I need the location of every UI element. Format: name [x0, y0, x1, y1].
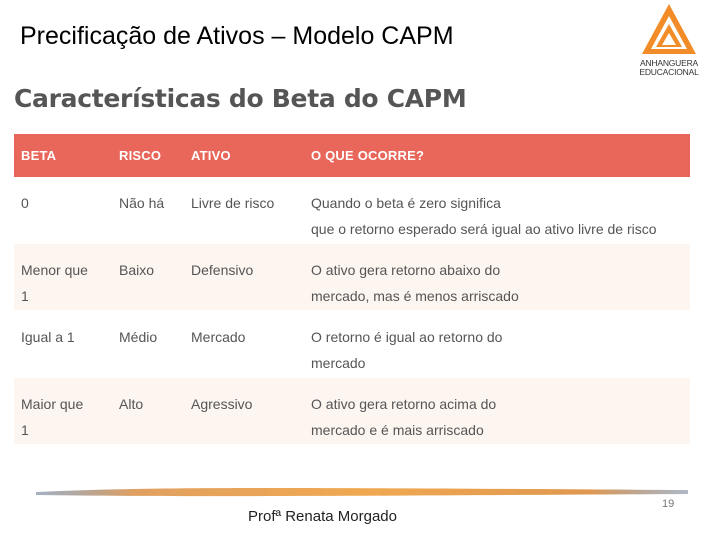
cell-ocorre-line: O retorno é igual ao retorno do	[311, 329, 503, 345]
cell-ocorre-line: mercado, mas é menos arriscado	[311, 288, 519, 304]
cell-beta-line: 1	[21, 422, 29, 438]
page-number: 19	[662, 498, 675, 510]
cell-beta-line: Igual a 1	[21, 329, 75, 345]
cell-risco: Alto	[119, 396, 144, 412]
cell-risco: Não há	[119, 195, 165, 211]
cell-ocorre: O retorno é igual ao retorno do mercado	[304, 311, 690, 377]
cell-ocorre-line: que o retorno esperado será igual ao ati…	[311, 221, 657, 237]
table-header-row: BETA RISCO ATIVO O QUE OCORRE?	[14, 134, 690, 177]
table-row: Menor que 1 Baixo Defensivo O ativo gera…	[14, 244, 690, 311]
header-ativo: ATIVO	[191, 148, 231, 163]
decorative-brush-stroke	[36, 488, 688, 497]
cell-beta: Maior que 1	[14, 378, 112, 444]
table-row: 0 Não há Livre de risco Quando o beta é …	[14, 177, 690, 244]
cell-risco: Baixo	[119, 262, 155, 278]
cell-ativo: Agressivo	[191, 396, 253, 412]
cell-beta: Igual a 1	[14, 311, 112, 377]
cell-risco: Médio	[119, 329, 158, 345]
cell-ocorre-line: Quando o beta é zero significa	[311, 195, 501, 211]
table-row: Maior que 1 Alto Agressivo O ativo gera …	[14, 378, 690, 445]
cell-beta-line: Maior que	[21, 396, 84, 412]
cell-beta-line: 0	[21, 195, 29, 211]
header-risco: RISCO	[119, 148, 162, 163]
cell-beta: 0	[14, 177, 112, 243]
slide-title: Precificação de Ativos – Modelo CAPM	[20, 22, 454, 50]
logo-text-line2: EDUCACIONAL	[639, 67, 699, 77]
cell-beta: Menor que 1	[14, 244, 112, 310]
header-beta: BETA	[21, 148, 57, 163]
cell-ativo: Mercado	[191, 329, 246, 345]
footer-author: Profª Renata Morgado	[248, 508, 397, 525]
cell-ocorre: Quando o beta é zero significa que o ret…	[304, 177, 690, 243]
cell-ocorre-line: O ativo gera retorno acima do	[311, 396, 497, 412]
cell-ocorre-line: mercado	[311, 355, 366, 371]
cell-ativo: Livre de risco	[191, 195, 275, 211]
cell-ativo: Defensivo	[191, 262, 254, 278]
cell-beta-line: Menor que	[21, 262, 88, 278]
cell-ocorre: O ativo gera retorno acima do mercado e …	[304, 378, 690, 444]
slide-subtitle: Características do Beta do CAPM	[14, 84, 467, 113]
anhanguera-logo: ANHANGUERA EDUCACIONAL	[630, 2, 708, 86]
cell-ocorre-line: O ativo gera retorno abaixo do	[311, 262, 501, 278]
logo-text-line1: ANHANGUERA	[640, 58, 698, 68]
table-row: Igual a 1 Médio Mercado O retorno é igua…	[14, 311, 690, 378]
beta-table: BETA RISCO ATIVO O QUE OCORRE? 0 Não há …	[14, 134, 690, 445]
cell-ocorre-line: mercado e é mais arriscado	[311, 422, 484, 438]
cell-ocorre: O ativo gera retorno abaixo do mercado, …	[304, 244, 690, 310]
cell-beta-line: 1	[21, 288, 29, 304]
triangle-logo-icon	[642, 4, 696, 54]
header-ocorre: O QUE OCORRE?	[311, 148, 425, 163]
